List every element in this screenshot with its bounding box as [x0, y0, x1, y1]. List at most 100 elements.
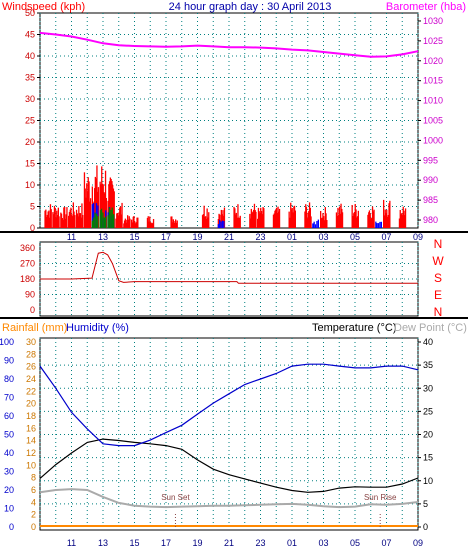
barometer-line: [39, 31, 419, 58]
windspeed-bar: [112, 184, 114, 228]
windspeed-bar: [44, 210, 46, 228]
windspeed-bar: [368, 212, 370, 228]
windspeed-bar: [89, 201, 91, 228]
windspeed-bar: [69, 209, 71, 228]
windspeed-bar: [152, 223, 154, 228]
windspeed-bar: [46, 214, 48, 228]
time-tick-label: 01: [287, 232, 297, 242]
rainfall-tick-label: 30: [26, 337, 36, 347]
windspeed-bar: [370, 218, 372, 228]
windspeed-bar: [307, 212, 309, 228]
humidity-line: [39, 363, 419, 447]
windspeed-bar: [101, 166, 103, 228]
windspeed-bar: [204, 216, 206, 228]
windspeed-bar: [53, 214, 55, 228]
windspeed-bar: [45, 209, 47, 228]
windspeed-bar: [64, 206, 66, 228]
compass-label: N: [434, 305, 443, 319]
separator-line: [0, 317, 468, 319]
temperature-line: [39, 438, 419, 493]
windspeed-bar: [356, 216, 359, 228]
windspeed-bar: [367, 214, 369, 228]
windspeed-bar: [341, 212, 344, 228]
windspeed-bar: [174, 221, 176, 228]
windspeed-bar: [103, 192, 105, 228]
windspeed-bar: [152, 219, 155, 228]
barometer-label: Barometer (hba): [386, 1, 466, 13]
rainfall-tick-label: 28: [26, 349, 36, 359]
windspeed-bar: [66, 207, 68, 228]
rainfall-tick-label: 12: [26, 448, 36, 458]
windspeed-bar: [277, 206, 279, 228]
windspeed-bar: [102, 184, 104, 228]
windspeed-bar: [72, 202, 74, 228]
windspeed-tick-label: 45: [25, 30, 35, 40]
windspeed-bar: [308, 202, 311, 228]
windspeed-bar: [208, 212, 210, 228]
windspeed-bar: [250, 208, 252, 228]
windspeed-bar: [306, 218, 308, 228]
windspeed-bar: [77, 216, 79, 228]
windspeed-bar: [275, 209, 277, 228]
windspeed-bar: [74, 215, 76, 228]
windspeed-bar: [352, 216, 354, 228]
windspeed-bar: [252, 212, 254, 228]
windspeed-bar: [217, 219, 219, 228]
gust-bar: [93, 203, 95, 228]
windspeed-bar: [341, 208, 343, 228]
rainfall-tick-label: 10: [26, 460, 36, 470]
windspeed-bar: [104, 170, 107, 228]
windspeed-bar: [61, 218, 63, 228]
direction-line: [40, 251, 418, 284]
temperature-tick-label: 40: [423, 337, 433, 347]
windspeed-bar: [205, 216, 207, 228]
windspeed-bar: [401, 213, 403, 228]
time-tick-label: 19: [192, 232, 202, 242]
windspeed-bar: [278, 211, 280, 228]
gust-bar: [91, 204, 93, 228]
windspeed-bar: [52, 212, 54, 228]
windspeed-bar: [257, 218, 259, 228]
average-bar: [111, 207, 113, 228]
barometer-axis: 980 985 990 995 1000 1005 1010 1015 1020 1025 1030: [418, 16, 443, 225]
windspeed-bar: [325, 213, 327, 228]
windspeed-bar: [109, 177, 111, 228]
windspeed-bar: [86, 183, 88, 228]
windspeed-bar: [79, 213, 82, 228]
humidity-tick-label: 40: [4, 448, 14, 458]
rainfall-tick-label: 24: [26, 374, 36, 384]
time-tick-label: 21: [224, 538, 234, 548]
windspeed-bar: [355, 209, 357, 228]
rainfall-tick-label: 20: [26, 399, 36, 409]
windspeed-bar: [276, 212, 278, 228]
windspeed-bar: [48, 210, 50, 228]
windspeed-bar: [137, 217, 139, 228]
windspeed-bar: [335, 212, 338, 228]
windspeed-bar: [338, 206, 341, 228]
windspeed-bar: [354, 204, 356, 228]
windspeed-bar: [304, 211, 306, 228]
windspeed-bar: [124, 218, 126, 228]
windspeed-bar: [237, 204, 239, 228]
windspeed-bar: [236, 217, 238, 228]
direction-tick-label: 270: [20, 259, 35, 269]
windspeed-bar: [205, 219, 208, 228]
windspeed-bar: [235, 214, 237, 228]
windspeed-bar: [71, 216, 74, 228]
temperature-tick-label: 10: [423, 476, 433, 486]
windspeed-bar: [233, 206, 235, 228]
humidity-tick-label: 90: [4, 356, 14, 366]
windspeed-bar: [135, 222, 137, 228]
windspeed-bar: [249, 218, 252, 228]
windspeed-bar: [207, 217, 209, 228]
windspeed-bar: [201, 215, 204, 228]
rainfall-tick-label: 14: [26, 436, 36, 446]
windspeed-bar: [110, 178, 112, 228]
humidity-tick-label: 20: [4, 485, 14, 495]
windspeed-bar: [150, 223, 152, 228]
gust-bar: [221, 220, 224, 228]
humidity-tick-label: 0: [9, 522, 14, 532]
windspeed-bar: [131, 222, 134, 228]
